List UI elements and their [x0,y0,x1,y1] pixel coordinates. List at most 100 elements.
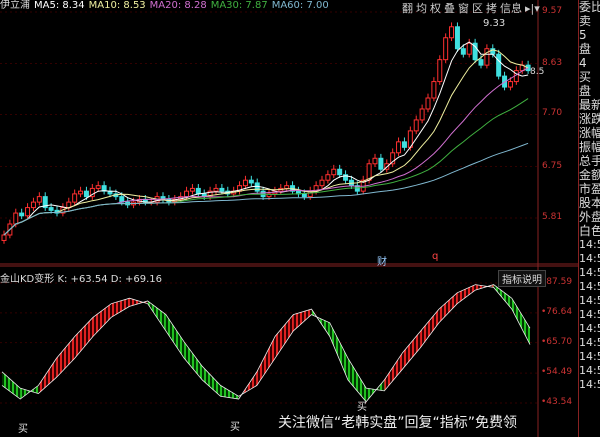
candle-up [331,168,337,176]
candle-down [101,185,107,192]
kd-fill-green [2,371,21,400]
toolbar-button[interactable]: ▸|▾ [525,2,540,15]
kd-fill-red [402,330,421,370]
candle-up [372,157,378,165]
quote-label: 5 [579,28,587,42]
trade-time: 14:56 [579,280,600,293]
toolbar-button[interactable]: 翻 [402,2,413,15]
quote-label: 股本 [579,196,600,210]
toolbar-button[interactable]: 叠 [444,2,455,15]
indicator-name[interactable]: 金山KD变形 [0,274,55,285]
trade-time: 14:59 [579,266,600,279]
watermark: 关注微信“老韩实盘”回复“指标”免费领 [278,415,518,431]
buy-signal: 买 [18,424,28,435]
candle-down [48,207,54,211]
toolbar-button[interactable]: 均 [416,2,427,15]
kd-tick-label: •43.54 [541,397,573,407]
candle-up [72,193,78,203]
candle-down [343,174,349,181]
kd-fill-red [74,317,94,359]
quote-label: 总手 [579,154,600,168]
candle-down [19,212,25,217]
indicator-help-button[interactable]: 指标说明 [498,270,546,287]
kd-fill-green [329,322,348,380]
candle-down [42,196,48,209]
candle-up [266,193,272,198]
candle-up [36,196,42,203]
candle-down [478,59,484,66]
ma60-value: MA60: 7.00 [271,0,329,11]
kd-fill-green [347,358,367,402]
candle-up [89,187,95,198]
chart-toolbar: 翻均权叠窗区拷信息 ▸|▾ [402,0,543,16]
quote-label: 涨幅 [579,126,600,140]
kd-fill-green [220,385,239,400]
kd-fill-red [93,303,112,337]
kd-fill-red [293,309,312,331]
toolbar-button[interactable]: 区 [472,2,483,15]
candle-down [454,26,460,50]
peak-price-label: 9.33 [483,18,506,29]
candle-up [184,190,190,198]
kd-fill-green [184,341,203,380]
toolbar-button[interactable]: 拷 [486,2,497,15]
ma-legend: 伊立浦 MA5: 8.34 MA10: 8.53 MA20: 8.28 MA30: 7.… [0,0,333,12]
candle-up [13,212,19,225]
kd-fill-green [202,366,221,397]
candle-up [466,42,472,55]
candle-up [1,234,7,241]
ma30-value: MA30: 7.87 [210,0,268,11]
candle-down [83,190,89,198]
k-value: K: +63.54 [57,274,108,285]
candle-up [242,179,248,187]
kd-fill-red [111,298,130,318]
stock-name: 伊立浦 [0,0,30,11]
kd-tick-label: •76.64 [541,306,573,317]
buy-signal: 买 [230,422,240,433]
price-chart[interactable] [0,0,578,437]
candle-up [78,190,84,195]
quote-label: 市盈 [579,182,600,196]
candle-up [449,26,455,39]
quote-panel: 委比卖5盘4买盘最新涨跌涨幅振幅总手金额市盈股本外盘白色14:5914:5914… [578,0,600,437]
quote-label: 盘 [579,42,592,56]
candle-down [496,53,502,77]
quote-label: 委比 [579,0,600,14]
q-marker[interactable]: q [432,251,439,262]
candle-up [189,187,195,192]
kd-fill-green [165,314,185,359]
finance-marker[interactable]: 财 [377,257,387,268]
candle-up [213,187,219,192]
candle-up [437,59,443,83]
toolbar-button[interactable]: 权 [430,2,441,15]
kd-tick-label: •87.59 [541,277,573,287]
price-tick-label: 8.63 [542,57,563,68]
candle-down [219,187,225,192]
kd-fill-red [457,284,476,304]
candle-down [378,157,384,170]
candle-down [195,187,201,195]
kd-fill-red [38,358,57,394]
candle-down [401,141,407,148]
kd-fill-red [420,309,439,348]
price-tick-label: 6.75 [542,160,563,171]
kd-fill-red [129,298,148,307]
quote-label: 最新 [579,98,600,112]
candle-up [319,179,325,187]
candle-up [425,97,431,110]
toolbar-button[interactable]: 窗 [458,2,469,15]
candle-up [484,48,490,66]
quote-label: 白色 [579,224,600,238]
quote-label: 外盘 [579,210,600,224]
d-value: D: +69.16 [110,274,163,285]
k-line [1,284,531,403]
candle-down [472,42,478,61]
price-tick-label: 7.70 [542,108,563,119]
toolbar-button[interactable]: 信息 [500,2,522,15]
quote-label: 盘 [579,84,592,98]
candle-up [30,201,36,209]
d-line [1,284,531,397]
quote-label: 振幅 [579,140,600,154]
trade-time: 14:59 [579,252,600,265]
